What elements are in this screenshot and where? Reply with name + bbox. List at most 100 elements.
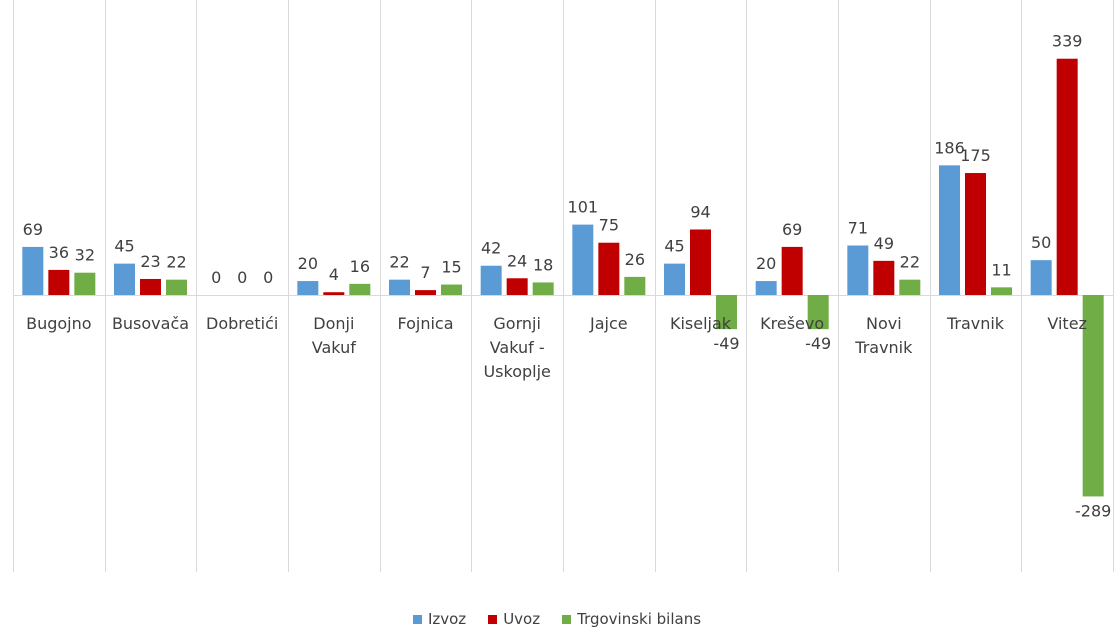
category-label: Vitez [1047,314,1087,333]
bar [140,278,161,295]
data-label: 20 [298,254,318,273]
data-label: 4 [329,265,339,284]
category-label-line: Kreševo [760,314,824,333]
bar [598,242,620,295]
legend-item: Uvoz [488,610,540,628]
data-label: 15 [441,258,461,277]
bar [441,284,462,295]
category-label-line: Dobretići [206,314,278,333]
legend-item: Izvoz [412,610,467,628]
data-label: 94 [690,202,710,221]
legend-swatch [562,614,572,624]
legend-label: Trgovinski bilans [577,610,702,628]
data-label: 22 [389,253,409,272]
data-label: 42 [481,239,501,258]
data-label: 22 [900,253,920,272]
category-label: Fojnica [397,314,453,333]
bar [899,279,921,295]
category-label-line: Vakuf [312,338,356,357]
data-label: 0 [237,268,247,287]
bar [781,246,803,295]
data-label: 24 [507,251,527,270]
legend-swatch [488,614,498,624]
bar [74,272,96,295]
data-label: 69 [782,220,802,239]
category-label: Gornji Vakuf - Uskoplje [483,314,550,381]
data-label: 16 [350,257,370,276]
category-label-line: Fojnica [397,314,453,333]
data-label: 45 [664,237,684,256]
category-label-line: Jajce [589,314,628,333]
category-label-line: Busovača [112,314,189,333]
data-label: 175 [960,146,991,165]
bar [624,276,646,295]
data-label: -49 [713,334,739,353]
bar [1030,260,1052,295]
bar [389,279,410,295]
category-label: Kreševo [760,314,824,333]
data-label: 101 [568,198,599,217]
data-label: 50 [1031,233,1051,252]
category-label: Jajce [589,314,628,333]
bar [1082,295,1104,497]
category-label: Bugojno [26,314,91,333]
bar [807,295,829,330]
data-label: 49 [874,234,894,253]
category-label-line: Uskoplje [483,362,550,381]
bar [415,290,436,295]
legend-label: Uvoz [503,610,541,628]
bar [873,260,895,295]
data-label: 32 [75,246,95,265]
bar [716,295,737,330]
bar [297,281,319,295]
category-label: Dobretići [206,314,278,333]
legend-swatch [412,614,422,624]
bar [1056,58,1078,296]
data-label: 69 [23,220,43,239]
data-label: 26 [625,250,645,269]
category-label-line: Donji [313,314,354,333]
data-label: 45 [114,237,134,256]
category-label-line: Vitez [1047,314,1087,333]
bar [690,229,711,295]
data-label: 0 [263,268,273,287]
bar [939,165,960,295]
chart-legend: Izvoz Uvoz Trgovinski bilans [0,608,1114,630]
data-label: 0 [211,268,221,287]
bar [22,246,44,295]
category-label: Novi Travnik [854,314,913,357]
bar [991,287,1012,295]
data-label: 339 [1052,32,1083,51]
data-label: 75 [599,216,619,235]
bar [532,282,554,295]
data-label: 36 [49,243,69,262]
bar [847,245,869,295]
bar [48,269,70,295]
category-label: Donji Vakuf [312,314,356,357]
category-label-line: Vakuf - [490,338,545,357]
bar [349,283,371,295]
bar [664,263,685,295]
category-label-line: Novi [866,314,902,333]
data-label: -49 [805,334,831,353]
category-label: Busovača [112,314,189,333]
bar [166,279,187,295]
category-label-line: Travnik [854,338,913,357]
bar [506,278,528,295]
legend-item: Trgovinski bilans [562,610,701,628]
bar [480,265,502,295]
data-label: 20 [756,254,776,273]
category-label-line: Gornji [493,314,541,333]
data-label: 11 [991,260,1011,279]
category-label-line: Travnik [946,314,1005,333]
category-label: Kiseljak [670,314,732,333]
data-label: -289 [1075,501,1111,520]
category-label-line: Bugojno [26,314,91,333]
data-label: 7 [420,263,430,282]
data-label: 22 [166,253,186,272]
bar [755,281,777,295]
legend-label: Izvoz [427,610,467,628]
data-label: 18 [533,255,553,274]
category-label-line: Kiseljak [670,314,732,333]
